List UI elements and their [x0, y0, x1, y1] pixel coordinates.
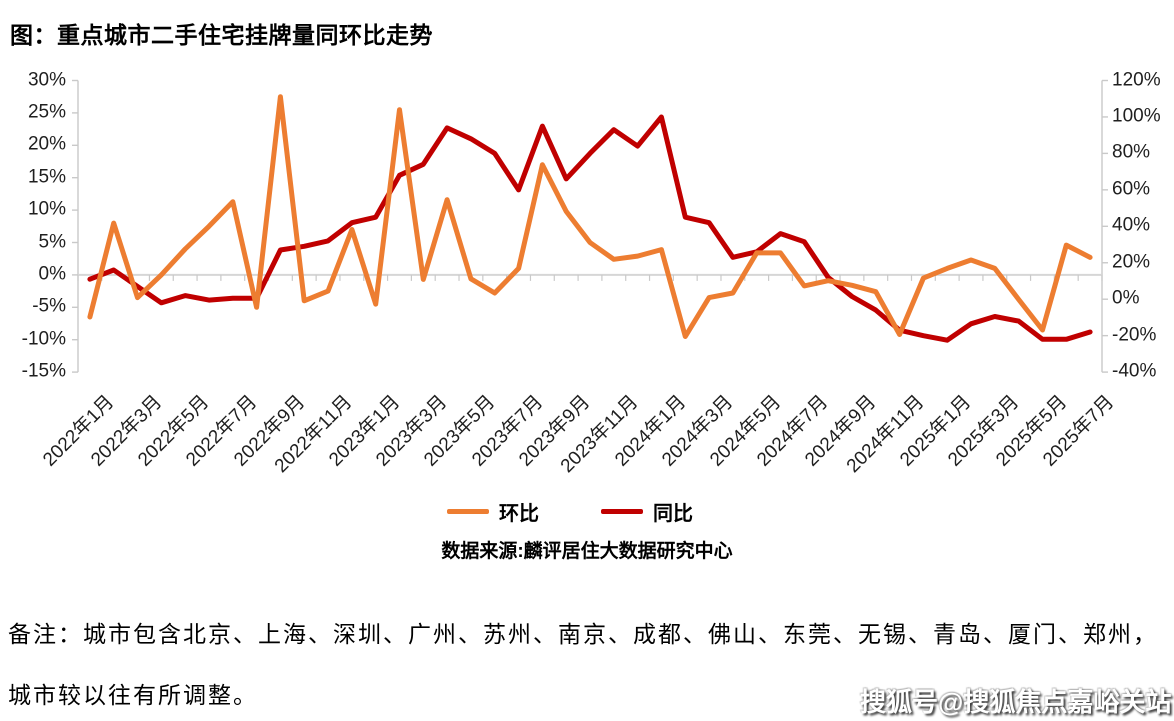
right-axis-tick-label: 120% — [1112, 69, 1161, 91]
right-axis-tick-label: 100% — [1112, 105, 1161, 127]
line-plot — [72, 79, 1108, 373]
chart-title: 图：重点城市二手住宅挂牌量同环比走势 — [10, 22, 433, 48]
left-axis-tick-label: -10% — [21, 328, 66, 350]
legend-swatch-tongbi — [601, 509, 643, 514]
legend-label-tongbi: 同比 — [653, 503, 693, 525]
left-axis-tick-label: 15% — [27, 166, 66, 188]
right-axis-tick-label: 20% — [1112, 251, 1151, 273]
right-axis-tick-label: 40% — [1112, 214, 1151, 236]
legend: 环比 同比 — [0, 497, 1140, 526]
left-axis-tick-label: 0% — [38, 263, 66, 285]
source-text: 数据来源:麟评居住大数据研究中心 — [441, 541, 733, 562]
note-line-2: 城市较以往有所调整。 — [8, 683, 258, 708]
legend-swatch-huanbi — [447, 509, 489, 514]
left-axis-tick-label: -5% — [32, 295, 66, 317]
left-axis-tick-label: 30% — [27, 69, 66, 91]
legend-item-tongbi: 同比 — [601, 497, 693, 526]
left-axis-tick-label: 10% — [27, 198, 66, 220]
right-axis-tick-label: -40% — [1112, 360, 1157, 382]
watermark: 搜狐号@搜狐焦点嘉峪关站 — [860, 687, 1172, 717]
left-axis-tick-label: -15% — [21, 360, 66, 382]
note-line-1: 备注：城市包含北京、上海、深圳、广州、苏州、南京、成都、佛山、东莞、无锡、青岛、… — [8, 622, 1158, 647]
right-axis-tick-label: 80% — [1112, 141, 1151, 163]
right-axis-tick-label: 60% — [1112, 178, 1151, 200]
right-axis-tick-label: 0% — [1112, 287, 1140, 309]
left-axis-tick-label: 25% — [27, 101, 66, 123]
legend-item-huanbi: 环比 — [447, 497, 539, 526]
left-axis-tick-label: 20% — [27, 133, 66, 155]
right-axis-tick-label: -20% — [1112, 324, 1157, 346]
huanbi-line — [87, 94, 1093, 339]
left-axis-tick-label: 5% — [38, 231, 66, 253]
legend-label-huanbi: 环比 — [499, 503, 539, 525]
